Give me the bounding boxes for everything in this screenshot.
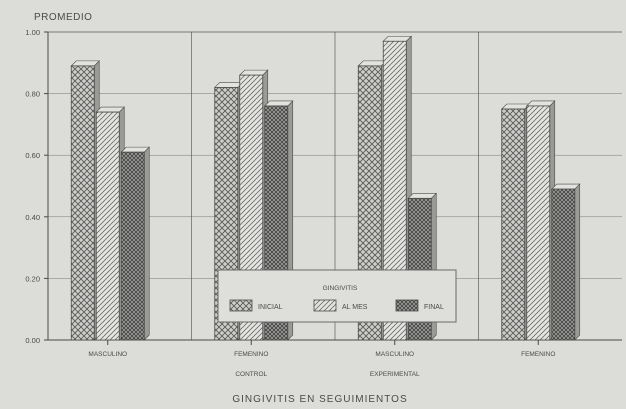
y-tick-label: 0.80 — [25, 90, 40, 99]
bar-top-face — [264, 100, 294, 107]
bar-top-face — [239, 69, 269, 76]
legend-swatch — [313, 299, 337, 312]
bar-inicial — [70, 60, 100, 341]
bar-top-face — [357, 60, 387, 67]
legend-label: FINAL — [424, 304, 444, 311]
legend-title: GINGIVITIS — [323, 285, 358, 292]
x-tick-label-line2: CONTROL — [235, 371, 267, 378]
bar-side-face — [574, 183, 581, 341]
legend-label: AL MES — [342, 304, 368, 311]
y-tick-label: 0.40 — [25, 213, 40, 222]
x-axis-labels: MASCULINO FEMENINO CONTROL MASCULINO EXPERIM… — [88, 340, 555, 378]
bar-front — [551, 188, 576, 341]
legend-swatch — [395, 299, 419, 312]
chart-title: GINGIVITIS EN SEGUIMIENTOS — [232, 394, 407, 405]
bar-top-face — [95, 106, 125, 113]
y-tick-label: 0.20 — [25, 274, 40, 283]
y-axis-title: PROMEDIO — [34, 12, 92, 23]
bar-front — [120, 151, 145, 341]
bar-top-face — [526, 100, 556, 107]
bar-top-face — [120, 146, 150, 153]
bar-al-mes — [526, 100, 556, 341]
y-axis-ticks: 0.00 0.20 0.40 0.60 0.80 1.00 — [25, 28, 48, 345]
bar-final — [551, 183, 581, 341]
x-tick-label: FEMENINO — [521, 351, 555, 358]
x-tick-label: MASCULINO — [88, 351, 127, 358]
bar-top-face — [501, 103, 531, 110]
legend-item-al-mes: AL MES — [313, 299, 368, 312]
bar-side-face — [143, 146, 150, 341]
bar-top-face — [214, 82, 244, 88]
bar-front — [70, 65, 95, 341]
y-tick-label: 1.00 — [25, 28, 40, 37]
y-tick-label: 0.60 — [25, 151, 40, 160]
legend-item-final: FINAL — [395, 299, 444, 312]
y-tick-label: 0.00 — [25, 336, 40, 345]
bar-final — [120, 146, 150, 341]
bar-front — [501, 108, 526, 341]
bar-front — [526, 105, 551, 341]
bar-inicial — [501, 103, 531, 341]
bar-front — [95, 111, 120, 341]
legend-label: INICIAL — [258, 304, 283, 311]
bar-top-face — [382, 35, 412, 42]
bar-top-face — [551, 183, 581, 190]
bar-top-face — [70, 60, 100, 67]
legend-box — [217, 269, 457, 323]
bar-top-face — [407, 193, 437, 199]
legend-swatch — [229, 299, 253, 312]
x-tick-label-line2: EXPERIMENTAL — [370, 371, 420, 378]
legend: GINGIVITIS INICIAL AL MES FINAL — [217, 269, 457, 323]
x-tick-label: MASCULINO — [375, 351, 414, 358]
x-tick-label: FEMENINO — [234, 351, 268, 358]
bar-al-mes — [95, 106, 125, 341]
legend-item-inicial: INICIAL — [229, 299, 283, 312]
